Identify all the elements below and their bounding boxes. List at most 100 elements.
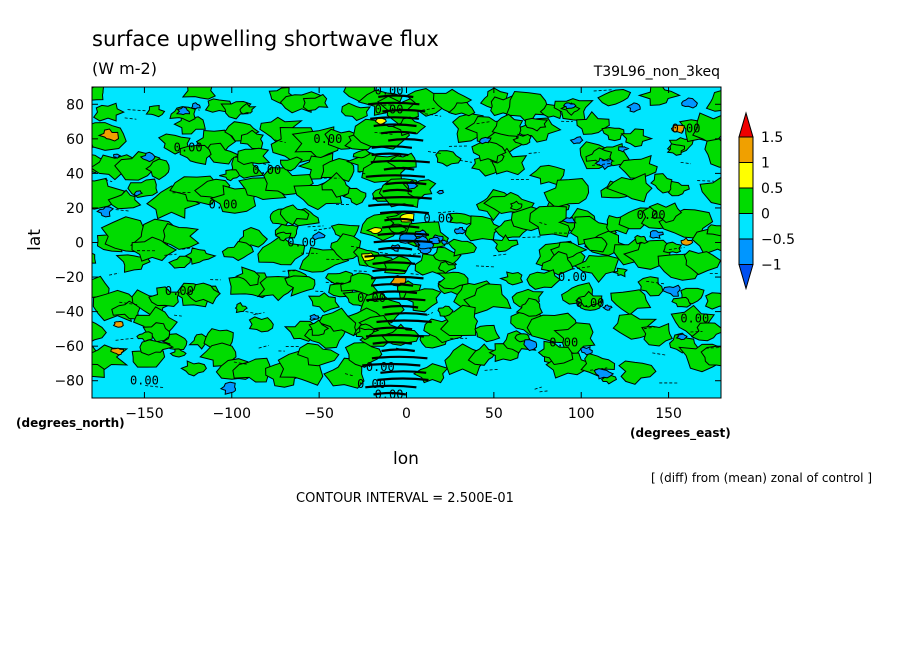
y-tick-label: −40 [54, 305, 84, 321]
contour-line [459, 160, 473, 163]
negative-anomaly-patch [436, 189, 445, 195]
y-tick-label: −20 [54, 270, 84, 286]
positive-anomaly-patch [491, 147, 528, 176]
contour-line [652, 352, 667, 356]
positive-anomaly-patch [524, 117, 549, 132]
contour-line [534, 386, 542, 390]
contour-line [377, 232, 430, 236]
positive-anomaly-patch [700, 345, 721, 367]
colorbar-swatch [738, 111, 754, 138]
positive-anomaly-patch [447, 212, 478, 225]
positive-anomaly-patch [275, 231, 292, 242]
x-tick-label: −50 [304, 406, 334, 422]
contour-label: 0.00 [375, 83, 404, 97]
colorbar-label: −1 [761, 258, 782, 274]
positive-anomaly-patch [232, 357, 271, 383]
positive-anomaly-patch [583, 236, 608, 253]
contour-line [377, 377, 429, 382]
contour-line [376, 319, 432, 324]
colorbar: 1.5 1 0.5 0 −0.5 −1 [738, 111, 795, 291]
contour-line [668, 247, 685, 250]
strong-anomaly-patch [365, 226, 383, 235]
negative-anomaly-patch [662, 284, 681, 297]
positive-anomaly-patch [435, 150, 462, 167]
positive-anomaly-patch [690, 322, 721, 342]
contour-line [182, 247, 192, 250]
positive-anomaly-patch [490, 234, 519, 253]
positive-anomaly-patch [447, 238, 478, 257]
contour-line [374, 131, 394, 135]
contour-label: 0.00 [357, 377, 386, 391]
contour-line [353, 270, 369, 272]
positive-anomaly-patch [302, 93, 329, 112]
contour-line [380, 130, 417, 135]
positive-anomaly-patch [529, 205, 571, 238]
contour-line [437, 210, 455, 214]
contour-line [164, 253, 177, 256]
contour-line [426, 312, 434, 316]
positive-anomaly-patch [437, 305, 454, 317]
contour-label: 0.00 [558, 270, 587, 284]
positive-anomaly-patch [662, 241, 683, 254]
negative-anomaly-patch [441, 239, 449, 246]
strong-anomaly-patch [97, 128, 120, 142]
contour-line [370, 275, 424, 280]
negative-anomaly-patch [593, 368, 615, 380]
negative-anomaly-patch [309, 313, 320, 321]
positive-anomaly-patch [297, 342, 340, 367]
positive-anomaly-patch [515, 297, 543, 317]
contour-line [357, 171, 367, 175]
contour-label: 0.00 [637, 208, 666, 222]
contour-line [372, 341, 413, 345]
strong-anomaly-patch [110, 347, 125, 356]
positive-anomaly-patch [169, 348, 187, 358]
contour-line [245, 311, 260, 315]
positive-anomaly-patch [576, 111, 610, 135]
colorbar-label: 1.5 [761, 130, 783, 146]
contour-line [528, 152, 540, 154]
positive-anomaly-patch [92, 252, 97, 264]
contour-line [105, 178, 113, 183]
contour-line [365, 333, 425, 338]
contour-line [373, 239, 433, 244]
y-tick-label: 80 [66, 97, 84, 113]
contour-line [364, 254, 421, 258]
positive-anomaly-patch [705, 90, 721, 112]
x-tick-label: 0 [402, 406, 411, 422]
contour-label: 0.00 [549, 336, 578, 350]
contour-line [424, 113, 442, 117]
positive-anomaly-patch [553, 322, 596, 355]
contour-line [115, 337, 134, 341]
contour-line [365, 384, 417, 389]
negative-anomaly-patch [569, 136, 584, 145]
y-tick-label: 0 [75, 236, 84, 252]
positive-anomaly-patch [340, 272, 379, 296]
contour-line [697, 180, 714, 182]
chart-title: surface upwelling shortwave flux [92, 27, 439, 51]
positive-anomaly-patch [92, 102, 125, 122]
positive-anomaly-patch [185, 282, 221, 305]
positive-anomaly-patch [706, 224, 721, 237]
colorbar-swatch [738, 238, 754, 265]
contour-line [344, 373, 355, 377]
positive-anomaly-patch [641, 322, 673, 347]
contour-label: 0.00 [287, 236, 316, 250]
diff-note: [ (diff) from (mean) zonal of control ] [651, 471, 872, 485]
contour-line [427, 151, 442, 154]
contour-line [476, 121, 491, 125]
negative-anomaly-patch [190, 102, 201, 110]
positive-anomaly-patch [355, 326, 376, 341]
contour-line [475, 265, 496, 268]
colorbar-swatch [738, 162, 754, 189]
contour-line [368, 203, 414, 207]
x-tick-label: −150 [125, 406, 163, 422]
positive-anomaly-patch [92, 321, 107, 342]
contour-label: 0.00 [375, 388, 404, 402]
positive-anomaly-patch [606, 172, 653, 203]
colorbar-label: 1 [761, 156, 770, 172]
contour-line [382, 188, 413, 193]
positive-anomaly-patch [467, 343, 496, 366]
negative-anomaly-patch [602, 304, 613, 311]
positive-anomaly-patch [92, 177, 126, 210]
